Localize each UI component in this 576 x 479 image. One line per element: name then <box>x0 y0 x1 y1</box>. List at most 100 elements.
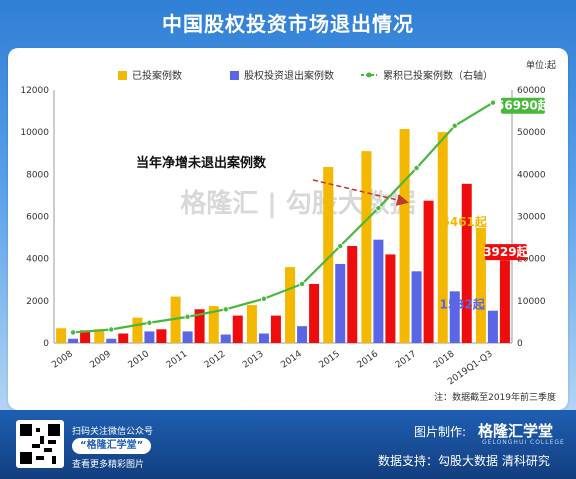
bar-s3-2019Q1-Q3 <box>499 260 510 343</box>
brand-subtitle: GELONGHUI COLLEGE <box>482 439 565 446</box>
bar-s2-2012 <box>220 334 231 343</box>
legend-swatch-1 <box>118 71 127 80</box>
bar-s1-2013 <box>246 305 257 343</box>
bar-s3-2010 <box>156 329 167 343</box>
more-text: 查看更多精彩图片 <box>72 460 145 470</box>
y-tick-left-6: 12000 <box>20 86 49 96</box>
y-tick-left-4: 8000 <box>26 170 49 180</box>
qr-code[interactable] <box>16 420 64 468</box>
y-tick-right-3: 30000 <box>517 213 546 223</box>
label-net-last-bg <box>484 244 527 261</box>
bar-s3-2011 <box>194 309 205 343</box>
bar-s2-2015 <box>335 263 346 343</box>
bar-s1-2018 <box>437 132 448 343</box>
bar-s3-2013 <box>270 315 281 343</box>
x-tick-2015: 2015 <box>317 349 341 370</box>
y-tick-right-0: 0 <box>517 339 523 349</box>
bar-s2-2009 <box>106 338 117 343</box>
cumulative-point-2009 <box>108 326 115 333</box>
y-tick-right-2: 20000 <box>517 255 546 265</box>
annotation-net-text: 当年净增未退出案例数 <box>136 155 267 171</box>
bar-s3-2015 <box>347 246 358 343</box>
cumulative-point-2010 <box>146 319 153 326</box>
bar-s1-2009 <box>94 329 105 343</box>
cumulative-point-2017 <box>413 165 420 172</box>
bar-s2-2019Q1-Q3 <box>487 310 498 343</box>
y-tick-left-0: 0 <box>43 339 49 349</box>
page-title: 中国股权投资市场退出情况 <box>162 12 414 36</box>
y-tick-right-6: 60000 <box>517 86 546 96</box>
bar-s3-2018 <box>461 183 472 343</box>
unit-label: 单位:起 <box>526 59 556 71</box>
x-tick-2009: 2009 <box>88 349 113 370</box>
cumulative-point-2016 <box>375 205 382 212</box>
cumulative-point-2019Q1-Q3 <box>489 99 496 106</box>
label-cumulative-last-bg <box>500 97 545 114</box>
bar-s1-2010 <box>132 317 143 343</box>
legend-label-2: 股权投资退出案例数 <box>244 69 334 82</box>
cumulative-point-2014 <box>299 280 306 287</box>
made-by-label: 图片制作: <box>414 425 467 439</box>
x-tick-2010: 2010 <box>127 349 152 370</box>
y-tick-left-5: 10000 <box>20 128 49 138</box>
bar-s2-2014 <box>297 326 308 343</box>
bar-s2-2010 <box>144 331 155 343</box>
bar-s1-2012 <box>208 306 219 343</box>
cumulative-point-2011 <box>184 313 191 320</box>
y-tick-right-1: 10000 <box>517 297 546 307</box>
cumulative-point-2015 <box>337 243 344 250</box>
y-tick-right-4: 40000 <box>517 170 546 180</box>
bar-s1-2017 <box>399 129 410 343</box>
bar-s2-2017 <box>411 271 422 343</box>
brand-name: 格隆汇学堂 <box>478 422 554 440</box>
chart-note: 注：数据截至2019年前三季度 <box>434 391 556 403</box>
cumulative-point-2013 <box>260 295 267 302</box>
label-invest-last: 5461起 <box>442 214 488 229</box>
bar-s1-2015 <box>323 166 334 343</box>
bar-s3-2016 <box>385 254 396 343</box>
legend-swatch-2 <box>230 71 239 80</box>
bar-s1-2008 <box>56 328 67 343</box>
cumulative-line <box>72 101 494 334</box>
bar-s2-2008 <box>68 338 79 343</box>
bar-s3-2017 <box>423 200 434 343</box>
legend-marker-cumulative <box>366 72 372 78</box>
x-tick-2014: 2014 <box>279 349 304 370</box>
data-source: 数据支持：勾股大数据 清科研究 <box>378 454 550 468</box>
label-net-last: 3929起 <box>483 244 529 259</box>
label-exit-last: 1532起 <box>440 297 486 312</box>
x-tick-2017: 2017 <box>394 349 418 370</box>
bar-s3-2009 <box>118 333 129 343</box>
legend-label-1: 已投案例数 <box>132 69 182 82</box>
bar-s3-2014 <box>309 283 320 343</box>
cumulative-point-2018 <box>451 122 458 129</box>
footer-logo: “格隆汇学堂” <box>72 438 152 454</box>
bar-s3-2012 <box>232 315 243 343</box>
scan-text: 扫码关注微信公众号 <box>72 427 154 437</box>
y-tick-left-3: 6000 <box>26 213 49 223</box>
chart-panel <box>8 48 568 410</box>
x-tick-2012: 2012 <box>203 349 227 370</box>
x-tick-2018: 2018 <box>432 349 457 370</box>
watermark-text: 格隆汇 | 勾股大数据 <box>180 188 416 219</box>
bar-s1-2019Q1-Q3 <box>475 227 486 343</box>
bar-s2-2016 <box>373 239 384 343</box>
x-tick-2008: 2008 <box>50 349 75 370</box>
legend-label-cumulative: 累积已投案例数（右轴） <box>383 69 493 82</box>
cumulative-point-2012 <box>222 306 229 313</box>
y-tick-right-5: 50000 <box>517 128 546 138</box>
y-tick-left-2: 4000 <box>26 255 49 265</box>
x-tick-2011: 2011 <box>165 349 189 370</box>
bar-s2-2011 <box>182 331 193 343</box>
qr-code-icon <box>20 424 60 464</box>
cumulative-point-2008 <box>70 329 77 336</box>
x-tick-2013: 2013 <box>241 349 265 370</box>
y-tick-left-1: 2000 <box>26 297 49 307</box>
bar-s1-2016 <box>361 151 372 343</box>
bar-s2-2013 <box>258 333 269 343</box>
x-tick-2016: 2016 <box>356 349 381 370</box>
bar-s3-2008 <box>80 330 91 343</box>
bar-s2-2018 <box>449 291 460 343</box>
bar-s1-2014 <box>285 267 296 343</box>
